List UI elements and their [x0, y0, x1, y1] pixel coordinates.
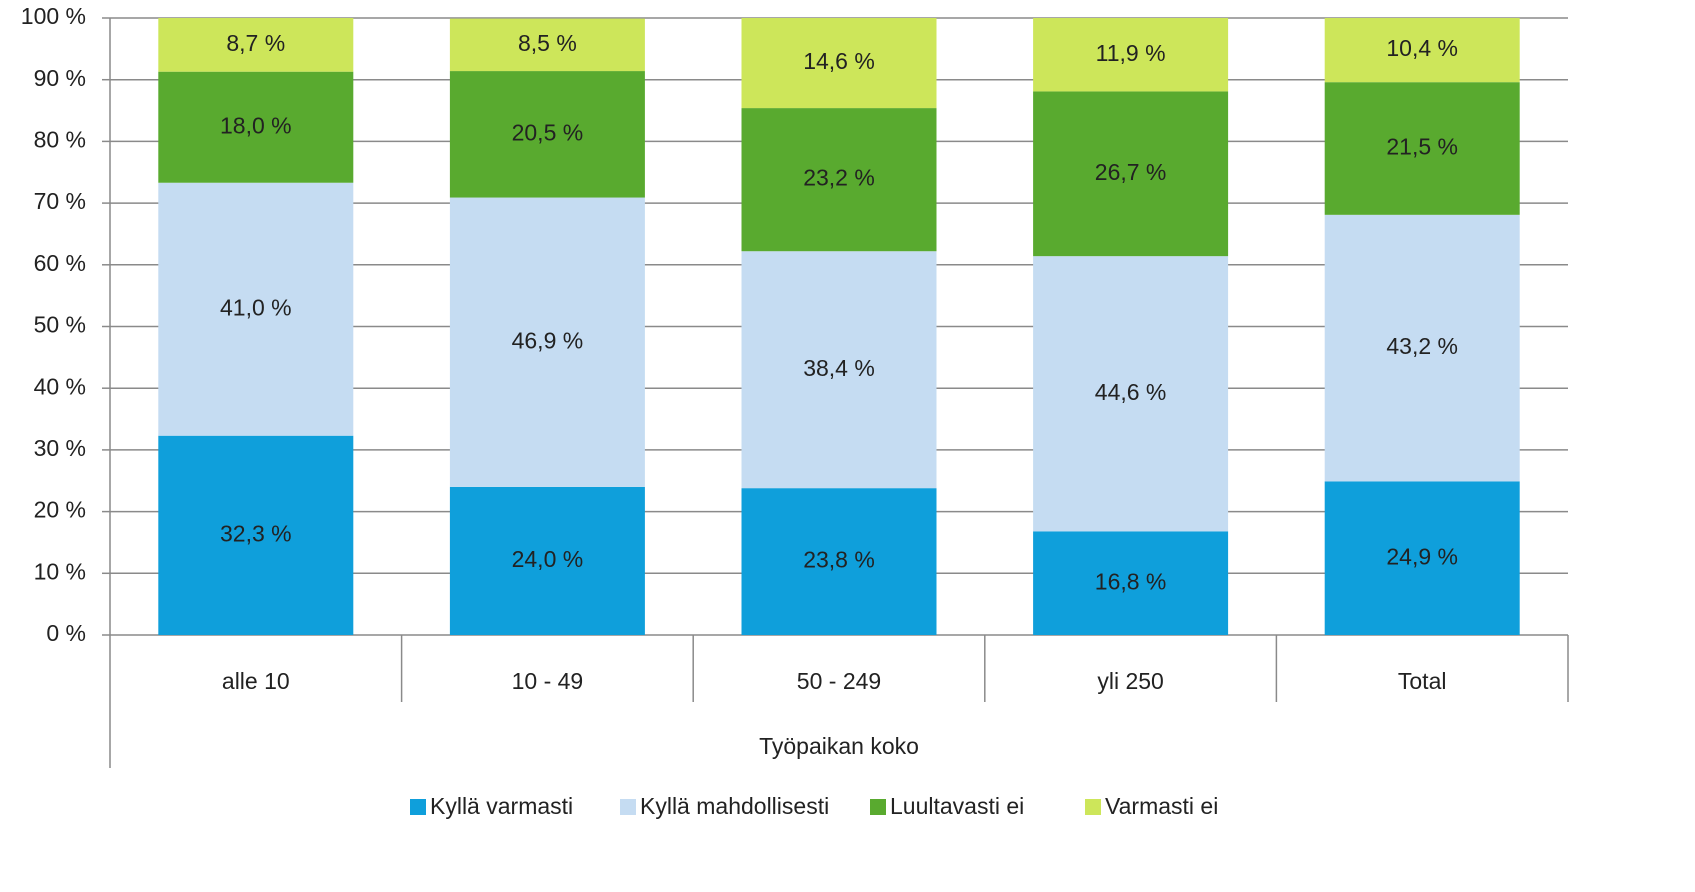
y-tick-label: 0 %: [46, 620, 86, 646]
bar-segment: [1033, 256, 1229, 532]
data-label: 23,8 %: [803, 547, 875, 573]
legend-swatch: [620, 799, 636, 815]
y-tick-label: 50 %: [34, 312, 86, 338]
data-label: 41,0 %: [220, 294, 292, 320]
y-tick-label: 70 %: [34, 188, 86, 214]
bar-segment: [158, 435, 354, 635]
data-label: 46,9 %: [512, 327, 584, 353]
data-label: 20,5 %: [512, 119, 584, 145]
bar-segment: [741, 108, 937, 252]
data-label: 32,3 %: [220, 520, 292, 546]
data-label: 8,5 %: [518, 30, 577, 56]
y-tick-label: 90 %: [34, 65, 86, 91]
y-tick-label: 20 %: [34, 497, 86, 523]
bar-segment: [741, 488, 937, 635]
bar-segment: [741, 251, 937, 489]
legend-swatch: [1085, 799, 1101, 815]
data-label: 14,6 %: [803, 48, 875, 74]
x-tick-label: 50 - 249: [797, 668, 881, 694]
bar-segment: [1324, 481, 1520, 635]
data-label: 21,5 %: [1386, 134, 1458, 160]
bar-segment: [1033, 91, 1229, 257]
data-label: 24,9 %: [1386, 543, 1458, 569]
bar-segment: [1324, 18, 1520, 83]
bar-segment: [449, 197, 645, 487]
bar-segment: [449, 71, 645, 198]
data-label: 16,8 %: [1095, 568, 1167, 594]
bar-segment: [741, 18, 937, 109]
x-tick-label: alle 10: [222, 668, 290, 694]
data-label: 8,7 %: [226, 30, 285, 56]
data-label: 23,2 %: [803, 165, 875, 191]
data-label: 38,4 %: [803, 355, 875, 381]
bar-segment: [449, 18, 645, 72]
bar-segment: [158, 18, 354, 72]
data-label: 10,4 %: [1386, 35, 1458, 61]
x-tick-label: Total: [1398, 668, 1447, 694]
bar-segment: [1033, 18, 1229, 92]
y-tick-label: 60 %: [34, 250, 86, 276]
x-axis-title: Työpaikan koko: [759, 733, 919, 759]
y-tick-label: 30 %: [34, 435, 86, 461]
x-tick-label: yli 250: [1097, 668, 1163, 694]
y-tick-label: 10 %: [34, 558, 86, 584]
legend-label: Kyllä varmasti: [430, 793, 573, 819]
data-label: 26,7 %: [1095, 159, 1167, 185]
legend-swatch: [870, 799, 886, 815]
y-tick-label: 80 %: [34, 126, 86, 152]
data-label: 11,9 %: [1096, 40, 1166, 66]
y-tick-label: 100 %: [21, 3, 86, 29]
x-tick-label: 10 - 49: [512, 668, 584, 694]
data-label: 18,0 %: [220, 112, 292, 138]
y-tick-label: 40 %: [34, 373, 86, 399]
legend-label: Kyllä mahdollisesti: [640, 793, 829, 819]
legend-label: Luultavasti ei: [890, 793, 1024, 819]
bar-segment: [449, 486, 645, 635]
bar-segment: [158, 182, 354, 436]
data-label: 24,0 %: [512, 546, 584, 572]
legend-label: Varmasti ei: [1105, 793, 1218, 819]
bar-segment: [1324, 214, 1520, 482]
data-label: 44,6 %: [1095, 379, 1167, 405]
bar-segment: [158, 71, 354, 183]
bar-segment: [1033, 531, 1229, 635]
data-label: 43,2 %: [1386, 333, 1458, 359]
legend-swatch: [410, 799, 426, 815]
bar-segment: [1324, 82, 1520, 215]
